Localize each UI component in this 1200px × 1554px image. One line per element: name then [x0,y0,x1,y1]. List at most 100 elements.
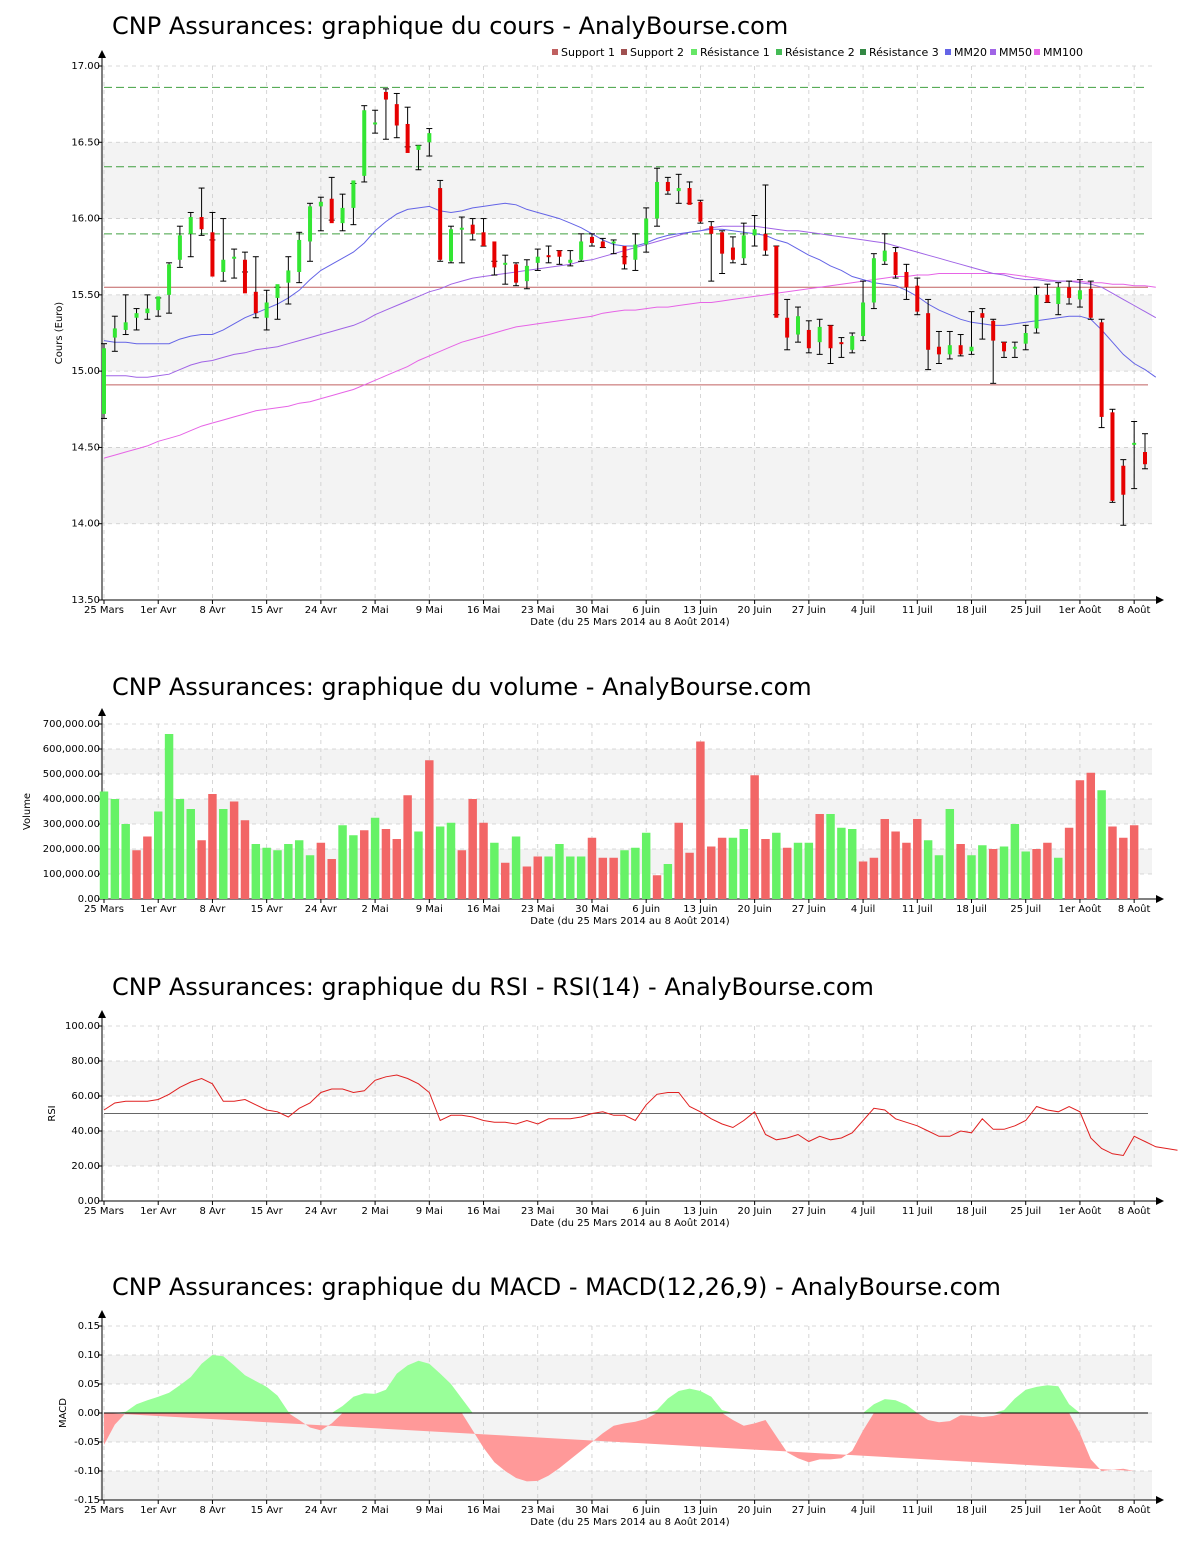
rsi-chart-title: CNP Assurances: graphique du RSI - RSI(1… [112,973,874,1001]
volume-bar [555,844,564,899]
candle-body [839,342,844,345]
volume-bar [891,831,900,899]
volume-bar [793,842,803,899]
volume-bar [392,839,402,899]
volume-xtick-label: 9 Mai [416,904,443,915]
volume-chart-title: CNP Assurances: graphique du volume - An… [112,673,812,701]
volume-bar [945,809,955,899]
candle-body [1067,287,1072,298]
candle-body [351,180,356,208]
volume-bar [1097,790,1106,899]
price-legend: Support 1 Support 2 Résistance 1 Résista… [552,46,1083,59]
candle-body [915,285,920,312]
candle-body [568,259,573,263]
volume-bar [988,849,998,899]
volume-ytick-label: 100,000.00 [43,869,100,880]
rsi-ytick-label: 0.00 [78,1196,100,1207]
price-xtick-label: 4 Juil [851,605,875,616]
volume-bar [294,840,304,899]
candle-body [221,259,226,272]
volume-bar [717,837,727,899]
price-ytick-label: 16.50 [71,137,100,148]
price-xtick-label: 9 Mai [416,605,443,616]
macd-xtick-label: 6 Juin [632,1505,660,1516]
macd-xtick-label: 30 Mai [575,1505,608,1516]
candle-body [1023,333,1028,344]
legend-label-resistance-2: Résistance 2 [785,46,855,59]
volume-bar [229,801,239,899]
candle-body [123,322,128,330]
volume-bar [425,760,434,899]
price-xtick-label: 24 Avr [305,605,338,616]
macd-xtick-label: 25 Mars [84,1505,124,1516]
volume-bar [587,837,597,899]
candle-body [459,227,464,230]
volume-xtick-label: 15 Avr [251,904,284,915]
volume-bar [978,845,987,899]
volume-xtick-label: 25 Juil [1010,904,1041,915]
candle-body [1045,294,1050,303]
macd-xtick-label: 9 Mai [416,1505,443,1516]
volume-bar [609,857,618,899]
volume-ytick-label: 600,000.00 [43,744,100,755]
price-xtick-label: 2 Mai [362,605,389,616]
volume-xtick-label: 20 Juin [737,904,771,915]
rsi-xtick-label: 20 Juin [737,1206,771,1217]
volume-bar [349,835,358,899]
macd-xtick-label: 24 Avr [305,1505,338,1516]
macd-xtick-label: 20 Juin [737,1505,771,1516]
volume-bar [251,844,261,899]
candle-body [796,316,800,335]
volume-bar [631,847,640,899]
rsi-y-axis-arrow [98,1010,106,1018]
volume-bar [913,819,922,899]
rsi-ytick-label: 80.00 [71,1056,100,1067]
rsi-y-axis-label: RSI [47,1105,58,1121]
volume-xtick-label: 16 Mai [467,904,500,915]
volume-bar [1064,827,1074,899]
price-ytick-label: 14.50 [71,442,100,453]
price-xtick-label: 8 Avr [200,605,227,616]
price-xtick-label: 25 Juil [1010,605,1041,616]
candle-body [308,206,313,242]
candle-body [806,329,811,349]
candle-body [318,201,323,207]
volume-bar [739,829,749,899]
candle-body [232,256,237,259]
volume-ytick-label: 400,000.00 [43,794,100,805]
candle-body [242,259,247,294]
legend-swatch-support-2 [621,49,627,55]
price-xtick-label: 18 Juil [956,605,987,616]
volume-bar [327,859,336,899]
volume-x-axis-arrow [1156,895,1164,903]
price-xtick-label: 27 Juin [792,605,826,616]
volume-bar [620,850,629,899]
candle-body [687,188,692,205]
volume-bar [435,826,445,899]
rsi-xtick-label: 9 Mai [416,1206,443,1217]
macd-y-axis-arrow [98,1310,106,1318]
candle-body [297,239,302,272]
legend-swatch-mm50 [990,49,996,55]
volume-bar [370,817,380,899]
rsi-xtick-label: 27 Juin [792,1206,826,1217]
macd-xtick-label: 8 Août [1118,1504,1151,1516]
macd-y-axis-label: MACD [58,1398,69,1428]
volume-bar [121,824,130,899]
volume-bar [923,840,933,899]
volume-band [100,749,1152,774]
mm20-line [103,202,1157,378]
candle-body [720,232,725,254]
macd-x-axis-arrow [1156,1496,1164,1504]
candle-body [102,348,106,414]
legend-label-mm50: MM50 [999,46,1032,59]
volume-chart: 700,000.00 600,000.00 500,000.00 400,000.00… [22,708,1164,927]
volume-xtick-label: 1er Août [1059,903,1102,915]
price-xtick-label: 20 Juin [737,605,771,616]
candle-body [167,264,172,295]
macd-ytick-label: 0.10 [78,1350,100,1361]
candle-body [633,244,638,260]
candle-body [676,188,681,192]
candle-body [828,325,833,349]
macd-negative-area [104,1413,1135,1482]
